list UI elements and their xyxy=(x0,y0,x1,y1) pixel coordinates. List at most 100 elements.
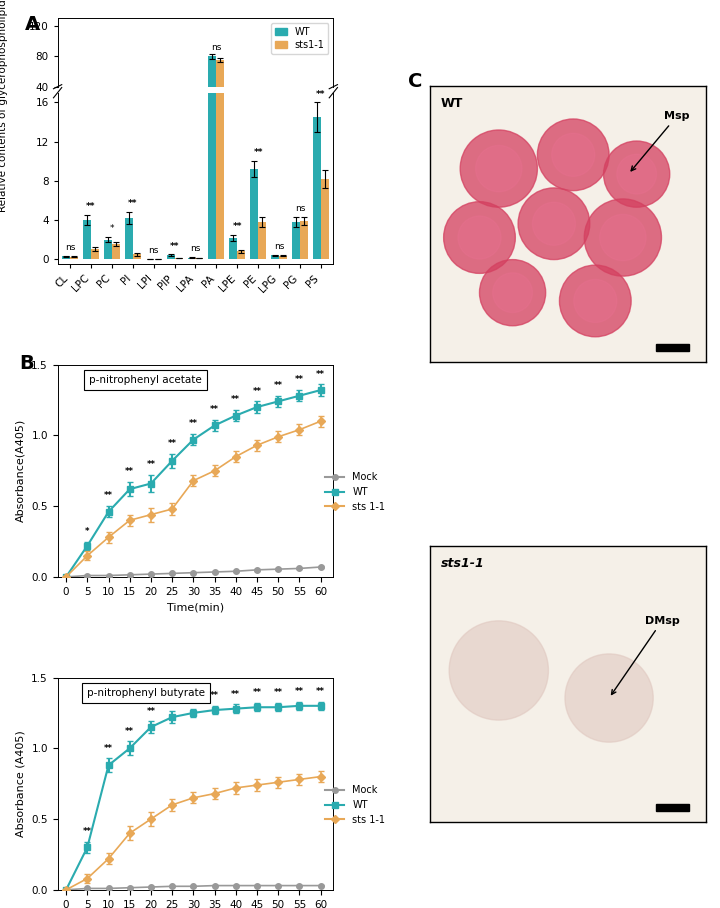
Bar xyxy=(292,222,300,259)
Bar xyxy=(229,238,238,259)
Bar xyxy=(112,244,120,259)
Bar xyxy=(321,179,329,259)
Bar xyxy=(125,218,132,259)
Bar xyxy=(313,106,321,117)
Bar xyxy=(279,256,287,259)
Bar xyxy=(217,0,225,259)
Bar xyxy=(166,255,174,259)
Circle shape xyxy=(617,154,657,194)
Text: p-nitrophenyl acetate: p-nitrophenyl acetate xyxy=(89,375,202,385)
Text: **: ** xyxy=(295,375,304,384)
Text: **: ** xyxy=(210,691,219,700)
Circle shape xyxy=(444,202,516,273)
Bar xyxy=(208,0,217,259)
Circle shape xyxy=(449,621,549,720)
Bar xyxy=(91,250,99,259)
Text: **: ** xyxy=(231,395,240,404)
Legend: Mock, WT, sts 1-1: Mock, WT, sts 1-1 xyxy=(321,781,389,829)
Text: **: ** xyxy=(146,460,156,469)
Text: **: ** xyxy=(128,199,138,208)
Bar xyxy=(300,221,308,259)
Text: C: C xyxy=(408,72,422,91)
Bar xyxy=(229,115,238,117)
Text: **: ** xyxy=(274,381,283,390)
Text: **: ** xyxy=(316,90,325,99)
Text: DMsp: DMsp xyxy=(611,616,680,695)
Bar xyxy=(208,56,217,117)
Circle shape xyxy=(480,260,546,326)
Bar xyxy=(195,258,204,259)
Text: **: ** xyxy=(104,744,113,753)
Bar xyxy=(70,257,78,259)
Text: **: ** xyxy=(253,387,261,396)
Bar xyxy=(300,114,308,117)
Text: ns: ns xyxy=(274,242,284,251)
Text: ns: ns xyxy=(294,204,305,213)
Text: **: ** xyxy=(253,688,261,697)
Text: **: ** xyxy=(168,439,176,449)
Text: *: * xyxy=(85,527,89,536)
Bar xyxy=(321,111,329,117)
Text: **: ** xyxy=(231,690,240,699)
Text: p-nitrophenyl butyrate: p-nitrophenyl butyrate xyxy=(87,688,204,698)
Circle shape xyxy=(518,188,590,260)
Bar xyxy=(251,169,258,259)
Text: **: ** xyxy=(253,148,263,157)
Circle shape xyxy=(584,199,662,276)
Text: **: ** xyxy=(83,827,91,836)
Text: **: ** xyxy=(146,706,156,716)
Bar xyxy=(313,117,321,259)
Text: **: ** xyxy=(170,242,179,251)
Circle shape xyxy=(559,265,631,337)
Text: **: ** xyxy=(316,370,325,379)
Circle shape xyxy=(565,654,653,742)
Text: **: ** xyxy=(104,491,113,500)
Text: ns: ns xyxy=(211,44,222,53)
Bar xyxy=(656,804,689,811)
Circle shape xyxy=(600,214,646,261)
Bar xyxy=(62,256,70,259)
Bar xyxy=(258,114,266,117)
Bar xyxy=(132,254,140,259)
Text: **: ** xyxy=(125,726,134,735)
Text: **: ** xyxy=(86,202,96,212)
Text: A: A xyxy=(24,15,40,34)
Circle shape xyxy=(603,141,670,207)
Text: **: ** xyxy=(274,688,283,697)
Bar xyxy=(656,344,689,350)
Circle shape xyxy=(476,145,522,192)
Text: ns: ns xyxy=(65,242,76,252)
Text: **: ** xyxy=(233,222,242,231)
Circle shape xyxy=(460,130,537,207)
Bar xyxy=(112,116,120,117)
Text: *: * xyxy=(109,223,114,232)
Circle shape xyxy=(492,272,532,312)
Text: ns: ns xyxy=(148,246,159,254)
Circle shape xyxy=(574,280,617,322)
Bar xyxy=(217,60,225,117)
Text: Msp: Msp xyxy=(631,111,690,171)
Bar xyxy=(83,114,91,117)
Text: **: ** xyxy=(189,694,198,703)
Text: ns: ns xyxy=(190,244,201,253)
Circle shape xyxy=(458,216,501,259)
Y-axis label: Absorbance (A405): Absorbance (A405) xyxy=(16,730,26,837)
Circle shape xyxy=(552,133,595,176)
Bar xyxy=(125,114,132,117)
Circle shape xyxy=(537,119,609,191)
Text: **: ** xyxy=(210,405,219,414)
Bar xyxy=(104,115,112,117)
Circle shape xyxy=(532,202,575,245)
Bar xyxy=(174,258,183,259)
Legend: Mock, WT, sts 1-1: Mock, WT, sts 1-1 xyxy=(321,469,389,516)
Text: **: ** xyxy=(189,419,198,429)
X-axis label: Time(min): Time(min) xyxy=(167,602,224,612)
Text: **: ** xyxy=(168,696,176,706)
Text: **: ** xyxy=(125,468,134,477)
Text: sts1-1: sts1-1 xyxy=(441,558,485,570)
Y-axis label: Relative contents of glycerophospholipids (%): Relative contents of glycerophospholipid… xyxy=(0,0,8,212)
Text: B: B xyxy=(19,354,34,373)
Bar xyxy=(292,114,300,117)
Text: WT: WT xyxy=(441,97,463,110)
Y-axis label: Absorbance(A405): Absorbance(A405) xyxy=(16,419,26,522)
